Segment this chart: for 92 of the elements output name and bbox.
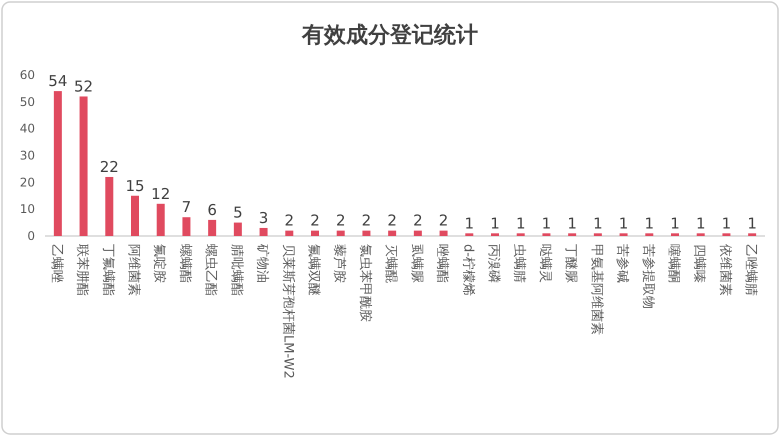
x-tick-label: 哒螨灵: [537, 244, 552, 283]
data-label: 2: [362, 212, 372, 230]
bar: [568, 233, 576, 236]
data-label: 2: [413, 212, 423, 230]
bar: [748, 233, 756, 236]
x-tick-label: 阿维菌素: [126, 244, 141, 296]
x-tick-label: 依维菌素: [717, 244, 732, 296]
x-tick-label: 联苯肼酯: [74, 244, 90, 296]
data-label: 2: [387, 212, 397, 230]
bar: [336, 230, 345, 236]
x-tick-label: 灭螨醌: [383, 244, 398, 283]
bar: [156, 204, 165, 236]
data-label: 7: [182, 198, 192, 216]
data-label: 1: [696, 214, 706, 232]
bar: [208, 220, 216, 236]
bar: [516, 233, 525, 236]
bar: [414, 230, 422, 236]
x-tick-label: 藜芦胺: [332, 244, 347, 283]
x-tick-label: 氟啶胺: [152, 244, 168, 283]
bar: [671, 233, 679, 236]
x-tick-label: 丙溴磷: [486, 244, 501, 283]
data-label: 2: [284, 212, 294, 230]
chart-title: 有效成分登记统计: [301, 22, 478, 48]
bar: [362, 230, 370, 236]
x-tick-label: 丁醚脲: [563, 244, 578, 283]
y-tick-label: 40: [20, 122, 35, 136]
bar: [285, 230, 294, 236]
bar: [542, 233, 550, 236]
x-tick-label: 甲氨基阿维菌素: [588, 244, 604, 335]
x-tick-label: 虫螨腈: [512, 244, 527, 283]
bar: [182, 217, 190, 236]
bar: [131, 196, 139, 236]
data-label: 2: [310, 212, 320, 230]
data-label: 5: [233, 204, 243, 222]
data-label: 2: [336, 212, 346, 230]
x-tick-label: 贝莱斯芽孢杆菌LM-W2: [280, 244, 296, 379]
x-tick-label: 丁氟螨酯: [100, 244, 116, 296]
bar: [105, 176, 114, 236]
y-tick-label: 30: [20, 148, 35, 162]
x-tick-label: 虱螨脲: [408, 244, 424, 283]
bar: [234, 222, 242, 236]
data-label: 1: [593, 214, 603, 232]
data-label: 1: [464, 214, 474, 232]
bar: [311, 230, 319, 236]
x-tick-label: 苦参碱: [614, 244, 630, 283]
x-tick-label: 氯虫苯甲酰胺: [357, 244, 372, 322]
y-tick-label: 10: [20, 202, 35, 216]
y-tick-label: 0: [27, 229, 35, 243]
bar: [80, 96, 88, 236]
bar: [645, 233, 654, 236]
bar: [722, 233, 730, 236]
x-tick-label: 苦参提取物: [640, 244, 656, 309]
x-tick-label: 乙唑螨腈: [743, 244, 758, 296]
x-tick-label: 螺螨酯: [177, 244, 192, 283]
y-tick-label: 60: [20, 68, 35, 82]
y-tick-label: 50: [20, 94, 35, 109]
data-label: 1: [670, 214, 680, 232]
data-label: 1: [516, 214, 526, 232]
bar: [594, 233, 602, 236]
bar: [491, 233, 499, 236]
data-label: 1: [542, 214, 552, 232]
x-tick-label: 螺虫乙酯: [203, 244, 218, 296]
x-tick-label: 氟螨双醚: [306, 244, 321, 296]
x-tick-label: 乙螨唑: [48, 244, 64, 283]
data-label: 3: [258, 208, 268, 227]
data-label: 52: [74, 77, 94, 96]
bar: [388, 230, 396, 236]
bar: [54, 91, 62, 236]
x-tick-label: d-柠檬烯: [460, 244, 476, 296]
x-tick-label: 噻螨酮: [666, 244, 681, 283]
data-label: 54: [48, 72, 68, 90]
data-label: 1: [644, 214, 654, 232]
x-tick-label: 腈吡螨酯: [228, 244, 244, 296]
data-label: 1: [618, 214, 628, 232]
data-label: 1: [567, 214, 577, 232]
bar: [440, 230, 448, 236]
x-tick-label: 矿物油: [254, 243, 270, 283]
bar: [465, 233, 474, 236]
data-label: 22: [100, 158, 119, 176]
bar: [696, 233, 705, 236]
data-label: 6: [207, 200, 217, 219]
data-label: 12: [151, 184, 170, 203]
data-label: 2: [438, 212, 448, 230]
x-tick-label: 四螨嗪: [692, 244, 707, 283]
y-tick-label: 20: [20, 175, 35, 190]
bar: [620, 233, 628, 236]
bar: [260, 228, 268, 236]
data-label: 15: [125, 176, 145, 195]
data-label: 1: [490, 214, 500, 232]
x-tick-label: 唑螨酯: [434, 244, 450, 283]
data-label: 1: [747, 214, 757, 232]
data-label: 1: [722, 214, 732, 232]
